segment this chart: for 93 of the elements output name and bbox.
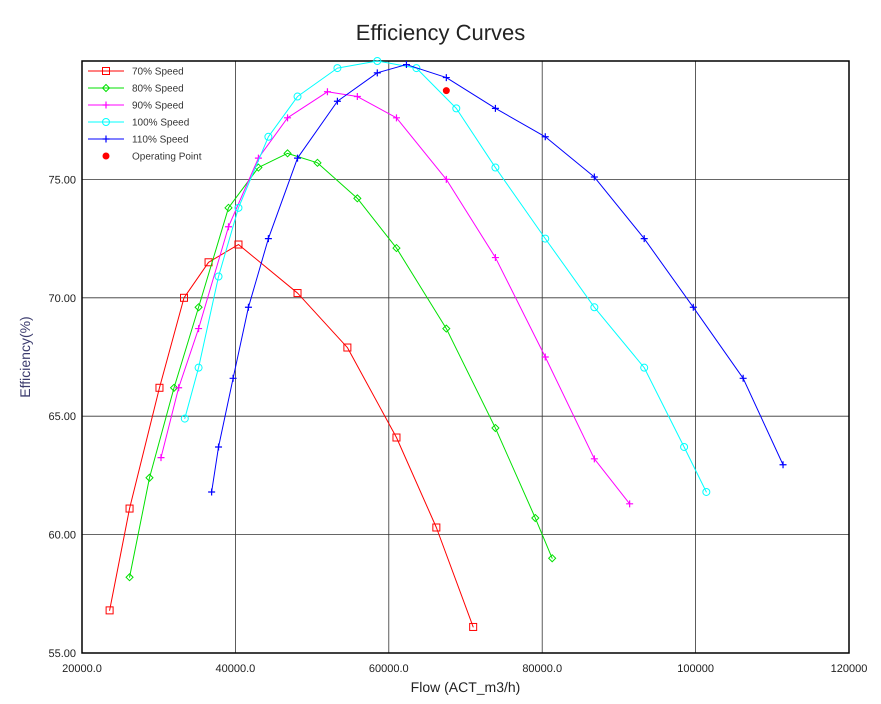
point [284, 149, 292, 158]
point [204, 258, 213, 266]
point [531, 514, 540, 522]
point [333, 97, 342, 106]
y-tick-label: 75.00 [48, 174, 76, 186]
legend-label: 80% Speed [132, 84, 184, 94]
x-tick-label: 60000.0 [368, 663, 409, 675]
point [640, 234, 648, 243]
x-tick-label: 40000.0 [216, 663, 256, 675]
point [126, 504, 134, 513]
point [491, 104, 500, 112]
point [194, 364, 203, 372]
point [452, 104, 460, 112]
x-tick-label: 120000 [830, 663, 868, 675]
point [234, 204, 242, 212]
x-tick-label: 20000.0 [62, 663, 102, 675]
point [373, 57, 382, 65]
point [590, 303, 598, 312]
y-tick-label: 55.00 [48, 648, 76, 660]
point [180, 414, 189, 423]
point [214, 442, 223, 452]
point [293, 154, 302, 162]
point [702, 488, 710, 496]
point [626, 500, 634, 508]
x-axis-title: Flow (ACT_m3/h) [410, 679, 520, 695]
point [323, 88, 332, 96]
x-tick-label: 100000 [677, 663, 714, 675]
legend-label: 70% Speed [132, 66, 184, 78]
point [432, 523, 440, 532]
point [442, 73, 450, 82]
point [353, 194, 362, 202]
point [442, 87, 450, 94]
legend-label: 90% Speed [132, 100, 184, 112]
point [229, 374, 238, 382]
point [590, 454, 598, 463]
y-tick-label: 65.00 [48, 411, 76, 424]
point [106, 606, 114, 614]
point [739, 374, 748, 382]
point [402, 60, 411, 69]
point [392, 434, 400, 442]
point [541, 352, 550, 362]
point [689, 303, 698, 312]
point [469, 622, 478, 631]
point [412, 64, 420, 72]
point [392, 114, 401, 122]
point [548, 554, 556, 562]
point [156, 454, 166, 462]
legend-label: Operating Point [132, 152, 202, 162]
legend-label: 110% Speed [132, 134, 189, 146]
point [294, 289, 302, 298]
legend-label: 100% Speed [132, 118, 190, 128]
point [254, 164, 262, 172]
point [194, 303, 203, 312]
point [194, 324, 203, 333]
point [224, 222, 233, 231]
y-tick-label: 60.00 [48, 530, 76, 542]
point [264, 132, 272, 141]
point [126, 573, 134, 582]
point [442, 324, 450, 333]
point [343, 344, 352, 352]
point [442, 175, 450, 184]
point [353, 92, 362, 101]
point [254, 154, 263, 162]
point [234, 240, 242, 249]
y-tick-label: 70.00 [48, 292, 76, 305]
point [264, 234, 272, 243]
point [313, 158, 322, 167]
point [145, 474, 154, 482]
point [208, 488, 216, 496]
point [333, 64, 342, 72]
point [491, 164, 500, 172]
point [680, 442, 688, 451]
point [214, 272, 223, 280]
point [541, 132, 550, 141]
y-axis-title: Efficiency(%) [17, 316, 33, 398]
point [174, 384, 183, 392]
point [180, 294, 188, 302]
point [244, 303, 253, 312]
point [224, 204, 232, 212]
point [294, 92, 302, 101]
point [491, 253, 500, 262]
point [491, 424, 500, 432]
point [155, 384, 164, 392]
point [373, 68, 382, 77]
point [283, 114, 292, 122]
point [392, 244, 400, 252]
point [541, 234, 550, 243]
x-tick-label: 80000.0 [522, 663, 562, 675]
chart-title: Efficiency Curves [356, 20, 526, 45]
point [640, 364, 648, 372]
point [590, 172, 598, 182]
point [778, 460, 788, 469]
point [170, 384, 178, 392]
